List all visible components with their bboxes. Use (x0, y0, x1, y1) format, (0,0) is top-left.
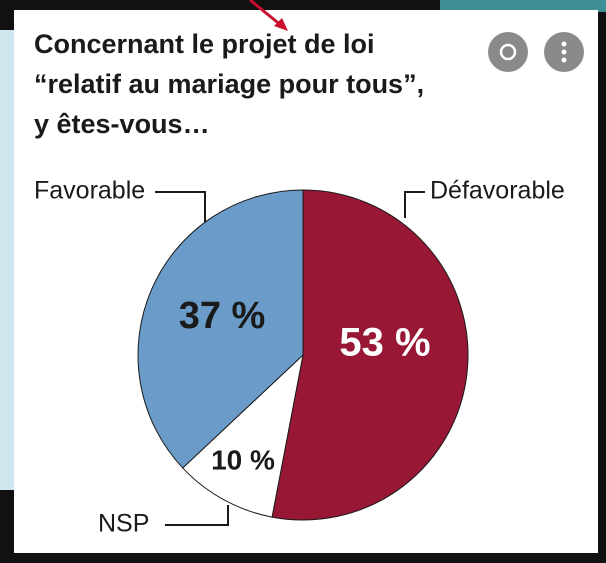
arrow-head (274, 18, 288, 31)
lens-icon (499, 43, 517, 61)
pie-slice (137, 189, 304, 469)
category-label: NSP (98, 510, 149, 538)
top-strip (440, 0, 606, 12)
pie: 53 % 10 % 37 % (137, 189, 469, 521)
dot (561, 57, 567, 63)
arrow (249, 0, 283, 28)
lens-button[interactable] (488, 32, 528, 72)
leader-line (165, 505, 229, 526)
category-label: Défavorable (430, 177, 565, 205)
pie-slice (182, 353, 304, 518)
title-line: y êtes-vous… (34, 109, 210, 139)
leader-line (404, 191, 425, 218)
pie-slice (271, 189, 469, 521)
side-strip (0, 30, 18, 490)
leader-line (155, 191, 206, 222)
value-label: 10 % (211, 444, 275, 475)
title-line: “relatif au mariage pour tous”, (34, 69, 424, 99)
dot (561, 41, 567, 47)
value-label: 53 % (339, 321, 430, 365)
dot (561, 49, 567, 55)
category-label: Favorable (34, 177, 145, 205)
title-line: Concernant le projet de loi (34, 29, 375, 59)
value-label: 37 % (179, 295, 266, 337)
